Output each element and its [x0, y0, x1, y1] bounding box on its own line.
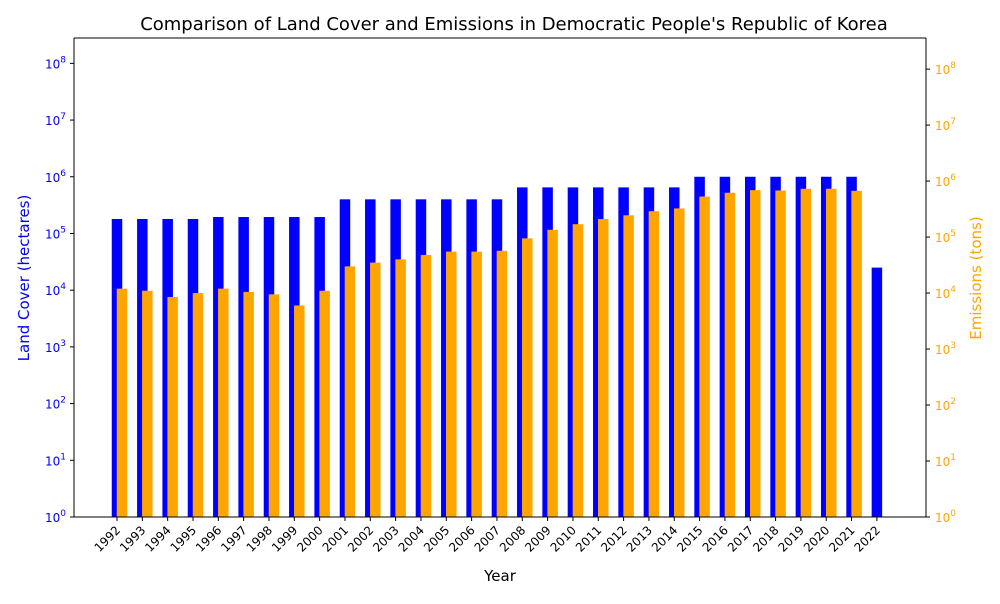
emissions-bar-2002: [370, 262, 381, 517]
right-tick-label-7: 107: [935, 117, 956, 133]
emissions-bar-2009: [547, 229, 558, 518]
emissions-bar-1992: [116, 288, 128, 517]
emissions-bar-2014: [674, 208, 685, 517]
emissions-bar-1993: [142, 290, 153, 517]
emissions-bar-2011: [598, 219, 609, 518]
emissions-bar-1995: [192, 293, 204, 517]
right-tick-label-1: 101: [935, 453, 956, 469]
emissions-bar-1994: [167, 297, 178, 517]
left-tick-label-8: 108: [45, 55, 66, 71]
emissions-bar-1996: [218, 288, 229, 517]
bars-layer: [111, 176, 883, 518]
right-tick-label-6: 106: [935, 173, 956, 189]
emissions-bar-2000: [319, 290, 330, 517]
emissions-bar-1998: [268, 294, 280, 517]
emissions-bar-2012: [623, 215, 634, 518]
right-tick-label-2: 102: [935, 397, 956, 413]
left-tick-label-5: 105: [45, 225, 66, 241]
right-tick-label-3: 103: [935, 341, 956, 357]
left-tick-label-4: 104: [45, 282, 66, 298]
emissions-bar-2001: [344, 266, 356, 517]
emissions-bar-2018: [775, 190, 786, 518]
chart-title: Comparison of Land Cover and Emissions i…: [140, 14, 888, 35]
left-tick-label-3: 103: [45, 339, 66, 355]
emissions-bar-2004: [420, 254, 432, 517]
emissions-bar-1997: [243, 291, 254, 517]
emissions-bar-2007: [496, 250, 508, 517]
y-axis-label-left: Land Cover (hectares): [15, 195, 33, 362]
left-tick-label-2: 102: [45, 396, 66, 412]
left-tick-label-6: 106: [45, 169, 66, 185]
right-tick-label-8: 108: [935, 61, 956, 77]
left-tick-label-7: 107: [45, 112, 66, 128]
emissions-bar-2020: [825, 188, 837, 517]
emissions-bar-2019: [800, 188, 812, 517]
emissions-bar-2017: [750, 190, 761, 517]
emissions-bar-2006: [471, 251, 482, 517]
emissions-bar-2003: [395, 259, 406, 517]
emissions-bar-2010: [572, 224, 584, 517]
emissions-bar-2013: [648, 211, 660, 517]
emissions-bar-2021: [851, 190, 862, 517]
left-tick-label-0: 100: [45, 509, 66, 525]
emissions-bar-2016: [724, 192, 736, 518]
x-axis-label: Year: [483, 567, 517, 585]
emissions-bar-1999: [294, 305, 305, 517]
emissions-bar-2015: [699, 196, 710, 518]
right-tick-label-5: 105: [935, 229, 956, 245]
emissions-bar-2008: [522, 238, 533, 517]
right-tick-label-4: 104: [935, 285, 956, 301]
y-axis-label-right: Emissions (tons): [967, 216, 985, 339]
right-tick-label-0: 100: [935, 509, 956, 525]
land-cover-bar-2022: [871, 267, 883, 517]
emissions-bar-2005: [446, 251, 457, 517]
left-tick-label-1: 101: [45, 452, 66, 468]
